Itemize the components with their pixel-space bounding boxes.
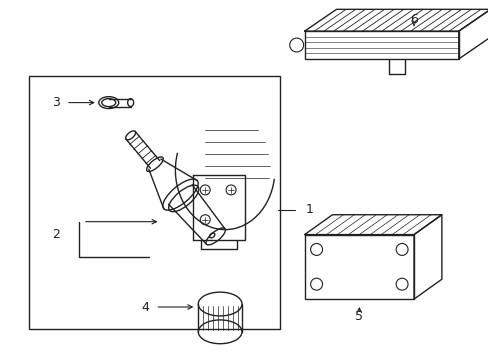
Text: 3: 3 (52, 96, 60, 109)
Bar (304, 235, 413, 299)
Text: 4: 4 (142, 301, 149, 314)
Text: 2: 2 (52, 228, 60, 241)
Text: 5: 5 (355, 310, 363, 323)
Bar (29, 76, 279, 329)
Text: 1: 1 (305, 203, 313, 216)
Bar (304, 31, 458, 59)
Text: 6: 6 (409, 13, 417, 26)
